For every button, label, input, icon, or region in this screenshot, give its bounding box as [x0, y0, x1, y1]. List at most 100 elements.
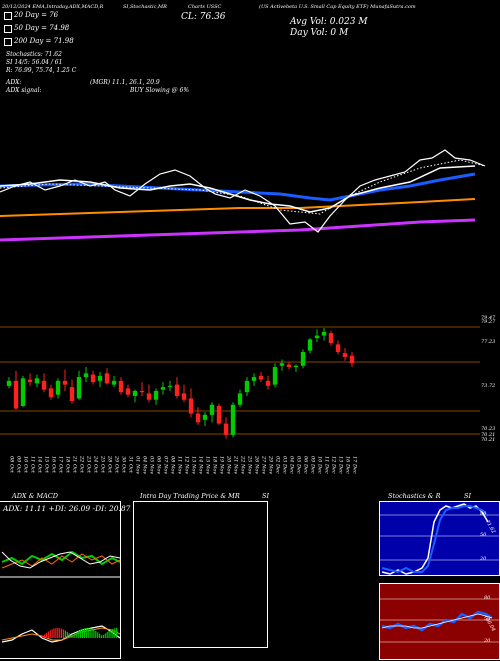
candle-body: [342, 353, 348, 357]
candle-body: [27, 379, 33, 383]
macd-bar: [106, 632, 108, 638]
minus-di-line: [1, 553, 121, 569]
candle: [174, 377, 180, 399]
candle: [237, 389, 243, 408]
candle-body: [286, 364, 292, 368]
macd-bar: [68, 633, 70, 638]
date-label: 16 Oct: [51, 456, 57, 474]
r-text: R: 76.99, 75.74, 1.25 C: [6, 67, 77, 74]
candle-body: [321, 331, 327, 336]
candle: [62, 369, 68, 391]
macd-bar: [104, 633, 106, 638]
date-label: 05 Nov: [149, 456, 155, 474]
date-label: 14 Oct: [37, 456, 43, 474]
date-axis: 08 Oct 09 Oct 10 Oct 11 Oct 14 Oct 15 Oct 16 O…: [9, 455, 358, 474]
candle-body: [244, 380, 250, 393]
macd-bar: [70, 634, 72, 638]
candle-body: [314, 335, 320, 339]
date-label: 10 Oct: [23, 456, 29, 474]
macd-bar: [61, 628, 63, 638]
rsi-level-label-20: 20: [484, 638, 491, 644]
close-label: CL: 76.36: [181, 12, 226, 22]
candle: [272, 363, 278, 388]
date-label: 14 Nov: [198, 456, 204, 474]
date-label: 25 Nov: [247, 455, 253, 474]
date-label: 07 Nov: [163, 456, 169, 474]
candle-body: [146, 393, 152, 400]
candle: [279, 359, 285, 371]
company-line: (US Activebeta U.S. Small Cap Equity ETF…: [259, 4, 416, 10]
candle: [139, 382, 145, 396]
candle-body: [279, 363, 285, 366]
date-label: 31 Oct: [128, 456, 134, 474]
candle-body: [202, 414, 208, 420]
candle-body: [90, 374, 96, 383]
macd-bar: [97, 632, 99, 638]
price-axis-label: 70.21: [481, 437, 495, 443]
candle: [111, 375, 117, 388]
candles: [6, 328, 355, 439]
macd-bar: [91, 628, 93, 638]
date-label: 13 Dec: [338, 456, 344, 474]
stoch-plot: [380, 503, 500, 575]
candle-body: [160, 387, 166, 390]
date-label: 19 Nov: [219, 456, 225, 474]
candle: [167, 380, 173, 391]
adx-signal-text: ADX signal:: [6, 87, 42, 94]
macd-bar: [43, 634, 46, 638]
candle-body: [125, 388, 131, 395]
candle: [188, 388, 194, 418]
candle: [48, 384, 54, 400]
stoch-panel-title: Stochastics & R: [388, 492, 441, 500]
candle: [153, 388, 159, 405]
top-left-line: 20/12/2024 EMA,Intraday,ADX,MACD,R: [2, 4, 104, 10]
price-axis-label: 79.27: [481, 319, 496, 325]
candle: [321, 328, 327, 341]
chart-symbol: Charts USSC: [188, 4, 222, 10]
ema20-swatch: [4, 12, 12, 20]
date-label: 23 Oct: [86, 455, 92, 474]
stoch-d-line: [381, 505, 489, 574]
candle: [83, 367, 89, 383]
ema20-label: 20 Day = 76: [14, 11, 59, 19]
candle: [258, 372, 264, 383]
stochastics-text: Stochastics: 71.62: [6, 51, 62, 58]
rsi-line: [381, 610, 493, 632]
macd-bar: [51, 629, 53, 638]
candle-body: [237, 393, 243, 405]
date-label: 13 Nov: [191, 456, 197, 474]
candle: [125, 384, 131, 398]
candle-body: [111, 380, 117, 385]
candle: [244, 377, 250, 396]
candle: [20, 375, 26, 408]
date-label: 10 Dec: [317, 456, 323, 474]
macd-bar: [76, 632, 78, 638]
date-label: 30 Oct: [121, 456, 127, 474]
candle-body: [104, 373, 110, 384]
date-label: 24 Oct: [93, 455, 99, 474]
candle: [209, 402, 215, 423]
si-text: SI 14/5: 56.04 / 61: [6, 59, 63, 66]
avg-vol: Avg Vol: 0.023 M: [290, 17, 368, 27]
date-label: 15 Oct: [44, 456, 50, 474]
ema50-swatch: [4, 25, 12, 33]
macd-bar: [116, 628, 118, 638]
candle-body: [216, 406, 222, 424]
mgr-text: (MGR) 11.1, 26.1, 20.9: [90, 79, 160, 86]
rsi-plot: [380, 598, 500, 643]
candle: [34, 374, 40, 388]
candle: [132, 389, 138, 403]
macd-bar: [110, 629, 112, 638]
macd-signal-line: [1, 627, 121, 641]
candle-body: [195, 413, 201, 423]
candle: [195, 407, 201, 425]
candle: [13, 370, 19, 410]
date-label: 15 Nov: [205, 456, 211, 474]
candle: [118, 377, 124, 395]
adx-line: [1, 551, 121, 569]
candle: [223, 417, 229, 439]
date-label: 11 Nov: [177, 456, 183, 474]
candle: [97, 372, 103, 388]
candle-body: [6, 380, 12, 386]
